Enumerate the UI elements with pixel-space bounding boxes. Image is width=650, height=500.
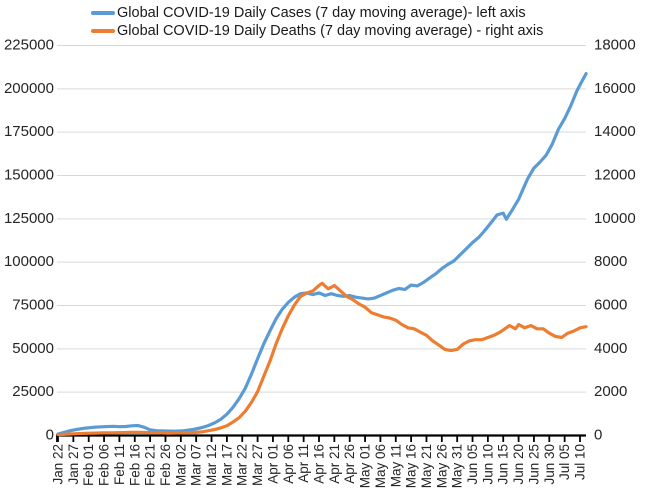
- deaths-line-swatch: [91, 28, 115, 34]
- x-tick-label: Jul 10: [573, 444, 588, 480]
- x-tick-label: May 21: [419, 444, 434, 488]
- x-tick-label: Jan 27: [66, 444, 81, 485]
- x-tick-label: Feb 11: [112, 444, 127, 485]
- x-tick-label: May 01: [358, 444, 373, 488]
- y-right-tick-label: 6000: [594, 297, 627, 314]
- y-right-tick-label: 16000: [594, 80, 636, 97]
- x-tick-label: Apr 21: [327, 444, 342, 484]
- y-right-tick-label: 0: [594, 427, 602, 444]
- y-left-tick-label: 225000: [4, 37, 54, 54]
- y-left-tick-label: 175000: [4, 123, 54, 140]
- x-tick-label: Jul 05: [557, 444, 572, 480]
- x-tick-label: Apr 06: [281, 444, 296, 484]
- x-tick-label: Jun 15: [496, 444, 511, 485]
- x-tick-label: Mar 07: [189, 444, 204, 486]
- x-tick-label: Feb 16: [127, 444, 142, 486]
- x-tick-label: May 06: [373, 444, 388, 488]
- x-tick-label: May 31: [450, 444, 465, 488]
- y-left-tick-label: 200000: [4, 80, 54, 97]
- y-right-tick-label: 2000: [594, 383, 627, 400]
- x-tick-label: May 16: [404, 444, 419, 488]
- legend-item-deaths: Global COVID-19 Daily Deaths (7 day movi…: [91, 22, 543, 40]
- legend-item-cases: Global COVID-19 Daily Cases (7 day movin…: [91, 4, 543, 22]
- x-tick-label: Jun 25: [526, 444, 541, 485]
- legend-label-cases: Global COVID-19 Daily Cases (7 day movin…: [117, 5, 526, 21]
- y-left-tick-label: 50000: [12, 340, 54, 357]
- x-tick-label: Feb 21: [143, 444, 158, 486]
- x-tick-label: Jun 05: [465, 444, 480, 485]
- y-right-tick-label: 10000: [594, 210, 636, 227]
- y-left-tick-label: 25000: [12, 383, 54, 400]
- x-tick-label: Apr 26: [342, 444, 357, 484]
- cases-line: [56, 72, 588, 436]
- x-tick-label: Mar 22: [235, 444, 250, 486]
- x-tick-label: Apr 11: [296, 444, 311, 483]
- x-tick-label: Jun 20: [511, 444, 526, 485]
- y-right-tick-label: 18000: [594, 37, 636, 54]
- legend-label-deaths: Global COVID-19 Daily Deaths (7 day movi…: [117, 23, 544, 39]
- x-tick-label: Apr 01: [265, 444, 280, 484]
- x-tick-label: Jun 10: [480, 444, 495, 485]
- x-tick-label: Mar 17: [219, 444, 234, 486]
- x-tick-label: May 11: [388, 444, 403, 487]
- y-right-tick-label: 12000: [594, 167, 636, 184]
- x-tick-label: Apr 16: [312, 444, 327, 484]
- x-tick-label: Jan 22: [51, 444, 66, 485]
- y-left-tick-label: 100000: [4, 253, 54, 270]
- deaths-line: [56, 281, 588, 437]
- y-right-tick-label: 8000: [594, 253, 627, 270]
- y-left-tick-label: 125000: [4, 210, 54, 227]
- x-tick-label: May 26: [434, 444, 449, 488]
- y-left-tick-label: 150000: [4, 167, 54, 184]
- cases-line-swatch: [91, 10, 115, 16]
- y-right-tick-label: 14000: [594, 123, 636, 140]
- x-tick-label: Mar 02: [173, 444, 188, 486]
- x-tick-label: Mar 27: [250, 444, 265, 486]
- y-left-tick-label: 75000: [12, 297, 54, 314]
- chart-legend: Global COVID-19 Daily Cases (7 day movin…: [91, 4, 543, 40]
- y-right-tick-label: 4000: [594, 340, 627, 357]
- x-tick-label: Mar 12: [204, 444, 219, 486]
- x-tick-label: Feb 06: [97, 444, 112, 486]
- y-left-tick-label: 0: [46, 427, 54, 444]
- x-tick-label: Feb 26: [158, 444, 173, 486]
- x-tick-label: Feb 01: [81, 444, 96, 486]
- x-tick-label: Jun 30: [542, 444, 557, 485]
